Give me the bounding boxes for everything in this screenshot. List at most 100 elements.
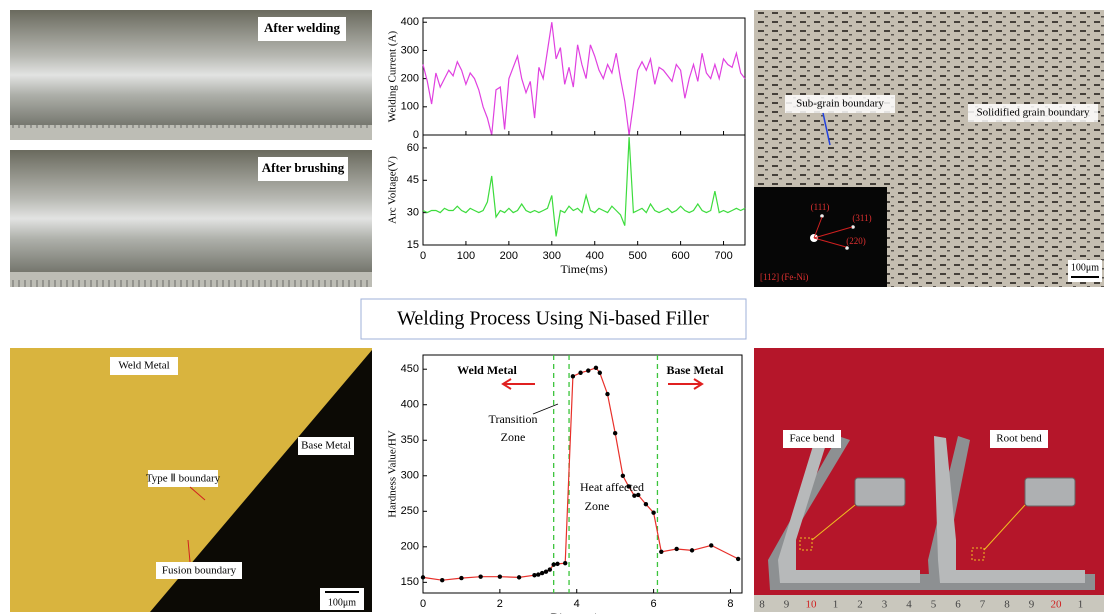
ruler-number: 7 xyxy=(980,599,986,611)
data-point xyxy=(586,368,590,372)
y-tick-label: 150 xyxy=(401,576,419,588)
x-tick-label: 600 xyxy=(671,250,689,262)
data-line xyxy=(423,137,745,236)
bend-photo: Face bend Root bend 8910123456789201 xyxy=(754,348,1104,612)
data-point xyxy=(498,574,502,578)
ruler-number: 10 xyxy=(806,599,818,611)
weld-photos: After welding After brushing xyxy=(10,10,372,287)
y-tick-label: 250 xyxy=(401,505,419,517)
x-tick-label: 100 xyxy=(457,250,475,262)
data-point xyxy=(659,550,663,554)
ruler-number: 20 xyxy=(1051,599,1063,611)
data-point xyxy=(421,575,425,579)
data-point xyxy=(594,366,598,370)
x-tick-label: 500 xyxy=(628,250,646,262)
ruler-number: 1 xyxy=(1078,599,1084,611)
annotation: Transition xyxy=(489,412,538,426)
data-point xyxy=(563,561,567,565)
x-tick-label: 4 xyxy=(574,598,580,610)
y-tick-label: 400 xyxy=(401,399,419,411)
data-point xyxy=(651,511,655,515)
data-point xyxy=(709,543,713,547)
x-tick-label: 2 xyxy=(497,598,503,610)
y-axis-label: Welding Current (A) xyxy=(387,30,399,122)
data-point xyxy=(674,547,678,551)
x-tick-label: 0 xyxy=(420,250,426,262)
arrow xyxy=(503,379,535,389)
data-point xyxy=(540,571,544,575)
scale-label: 100μm xyxy=(328,597,356,608)
data-point xyxy=(544,569,548,573)
annotation: Heat affected xyxy=(580,480,644,494)
diffraction-label: (111) xyxy=(811,202,830,212)
data-point xyxy=(459,576,463,580)
photo-label: Fusion boundary xyxy=(162,565,237,577)
data-point xyxy=(644,502,648,506)
annotation: Base Metal xyxy=(667,363,725,377)
y-tick-label: 200 xyxy=(401,73,419,85)
photo-label: Sub-grain boundary xyxy=(796,98,884,110)
photo-label: After welding xyxy=(264,20,340,35)
data-point xyxy=(571,374,575,378)
ruler-number: 4 xyxy=(906,599,912,611)
y-tick-label: 400 xyxy=(401,16,419,28)
diffraction-label: [112] (Fe-Ni) xyxy=(760,272,808,282)
ruler-number: 3 xyxy=(882,599,888,611)
x-axis-label: Distance/mm xyxy=(551,610,616,614)
y-tick-label: 200 xyxy=(401,541,419,553)
photo-label: Root bend xyxy=(996,433,1042,445)
data-line xyxy=(423,368,738,580)
photo-label: Base Metal xyxy=(301,440,351,452)
plot-frame xyxy=(423,135,745,245)
x-axis-label: Time(ms) xyxy=(561,262,608,276)
micrograph: Sub-grain boundary Solidified grain boun… xyxy=(754,10,1104,287)
data-point xyxy=(690,548,694,552)
annotation: Zone xyxy=(585,499,610,513)
ruler-number: 8 xyxy=(1004,599,1010,611)
x-tick-label: 700 xyxy=(714,250,732,262)
center-title: Welding Process Using Ni-based Filler xyxy=(397,308,709,330)
data-point xyxy=(532,573,536,577)
arrow xyxy=(668,379,702,389)
x-tick-label: 0 xyxy=(420,598,426,610)
data-point xyxy=(536,572,540,576)
ruler-number: 9 xyxy=(784,599,790,611)
y-tick-label: 60 xyxy=(407,142,419,154)
x-tick-label: 8 xyxy=(727,598,733,610)
photo-label: Type Ⅱ boundary xyxy=(146,473,221,485)
y-tick-label: 300 xyxy=(401,470,419,482)
data-point xyxy=(551,562,555,566)
data-point xyxy=(578,371,582,375)
data-point xyxy=(598,371,602,375)
data-point xyxy=(548,567,552,571)
ruler-number: 1 xyxy=(833,599,839,611)
ruler-number: 8 xyxy=(759,599,765,611)
x-tick-label: 300 xyxy=(543,250,561,262)
diffraction-label: (311) xyxy=(852,213,871,223)
y-axis-label: Arc Voltage(V) xyxy=(387,156,399,224)
photo-label: After brushing xyxy=(262,160,345,175)
ruler-number: 9 xyxy=(1029,599,1035,611)
x-tick-label: 6 xyxy=(651,598,657,610)
data-point xyxy=(517,575,521,579)
x-tick-label: 200 xyxy=(500,250,518,262)
y-tick-label: 300 xyxy=(401,44,419,56)
x-tick-label: 400 xyxy=(586,250,604,262)
y-tick-label: 350 xyxy=(401,434,419,446)
scale-label: 100μm xyxy=(1071,262,1099,273)
data-point xyxy=(621,474,625,478)
y-axis-label: Hardness Value/HV xyxy=(387,430,399,518)
data-point xyxy=(605,392,609,396)
photo-label: Solidified grain boundary xyxy=(976,107,1090,119)
ruler-number: 2 xyxy=(857,599,863,611)
data-point xyxy=(555,562,559,566)
y-tick-label: 450 xyxy=(401,363,419,375)
annotation: Weld Metal xyxy=(457,363,517,377)
data-point xyxy=(478,574,482,578)
diffraction-label: (220) xyxy=(846,236,866,246)
y-tick-label: 100 xyxy=(401,101,419,113)
y-tick-label: 15 xyxy=(407,239,419,251)
ruler-number: 5 xyxy=(931,599,937,611)
interface-photo: Weld Metal Type Ⅱ boundary Base Metal Fu… xyxy=(10,348,372,612)
y-tick-label: 30 xyxy=(407,207,419,219)
